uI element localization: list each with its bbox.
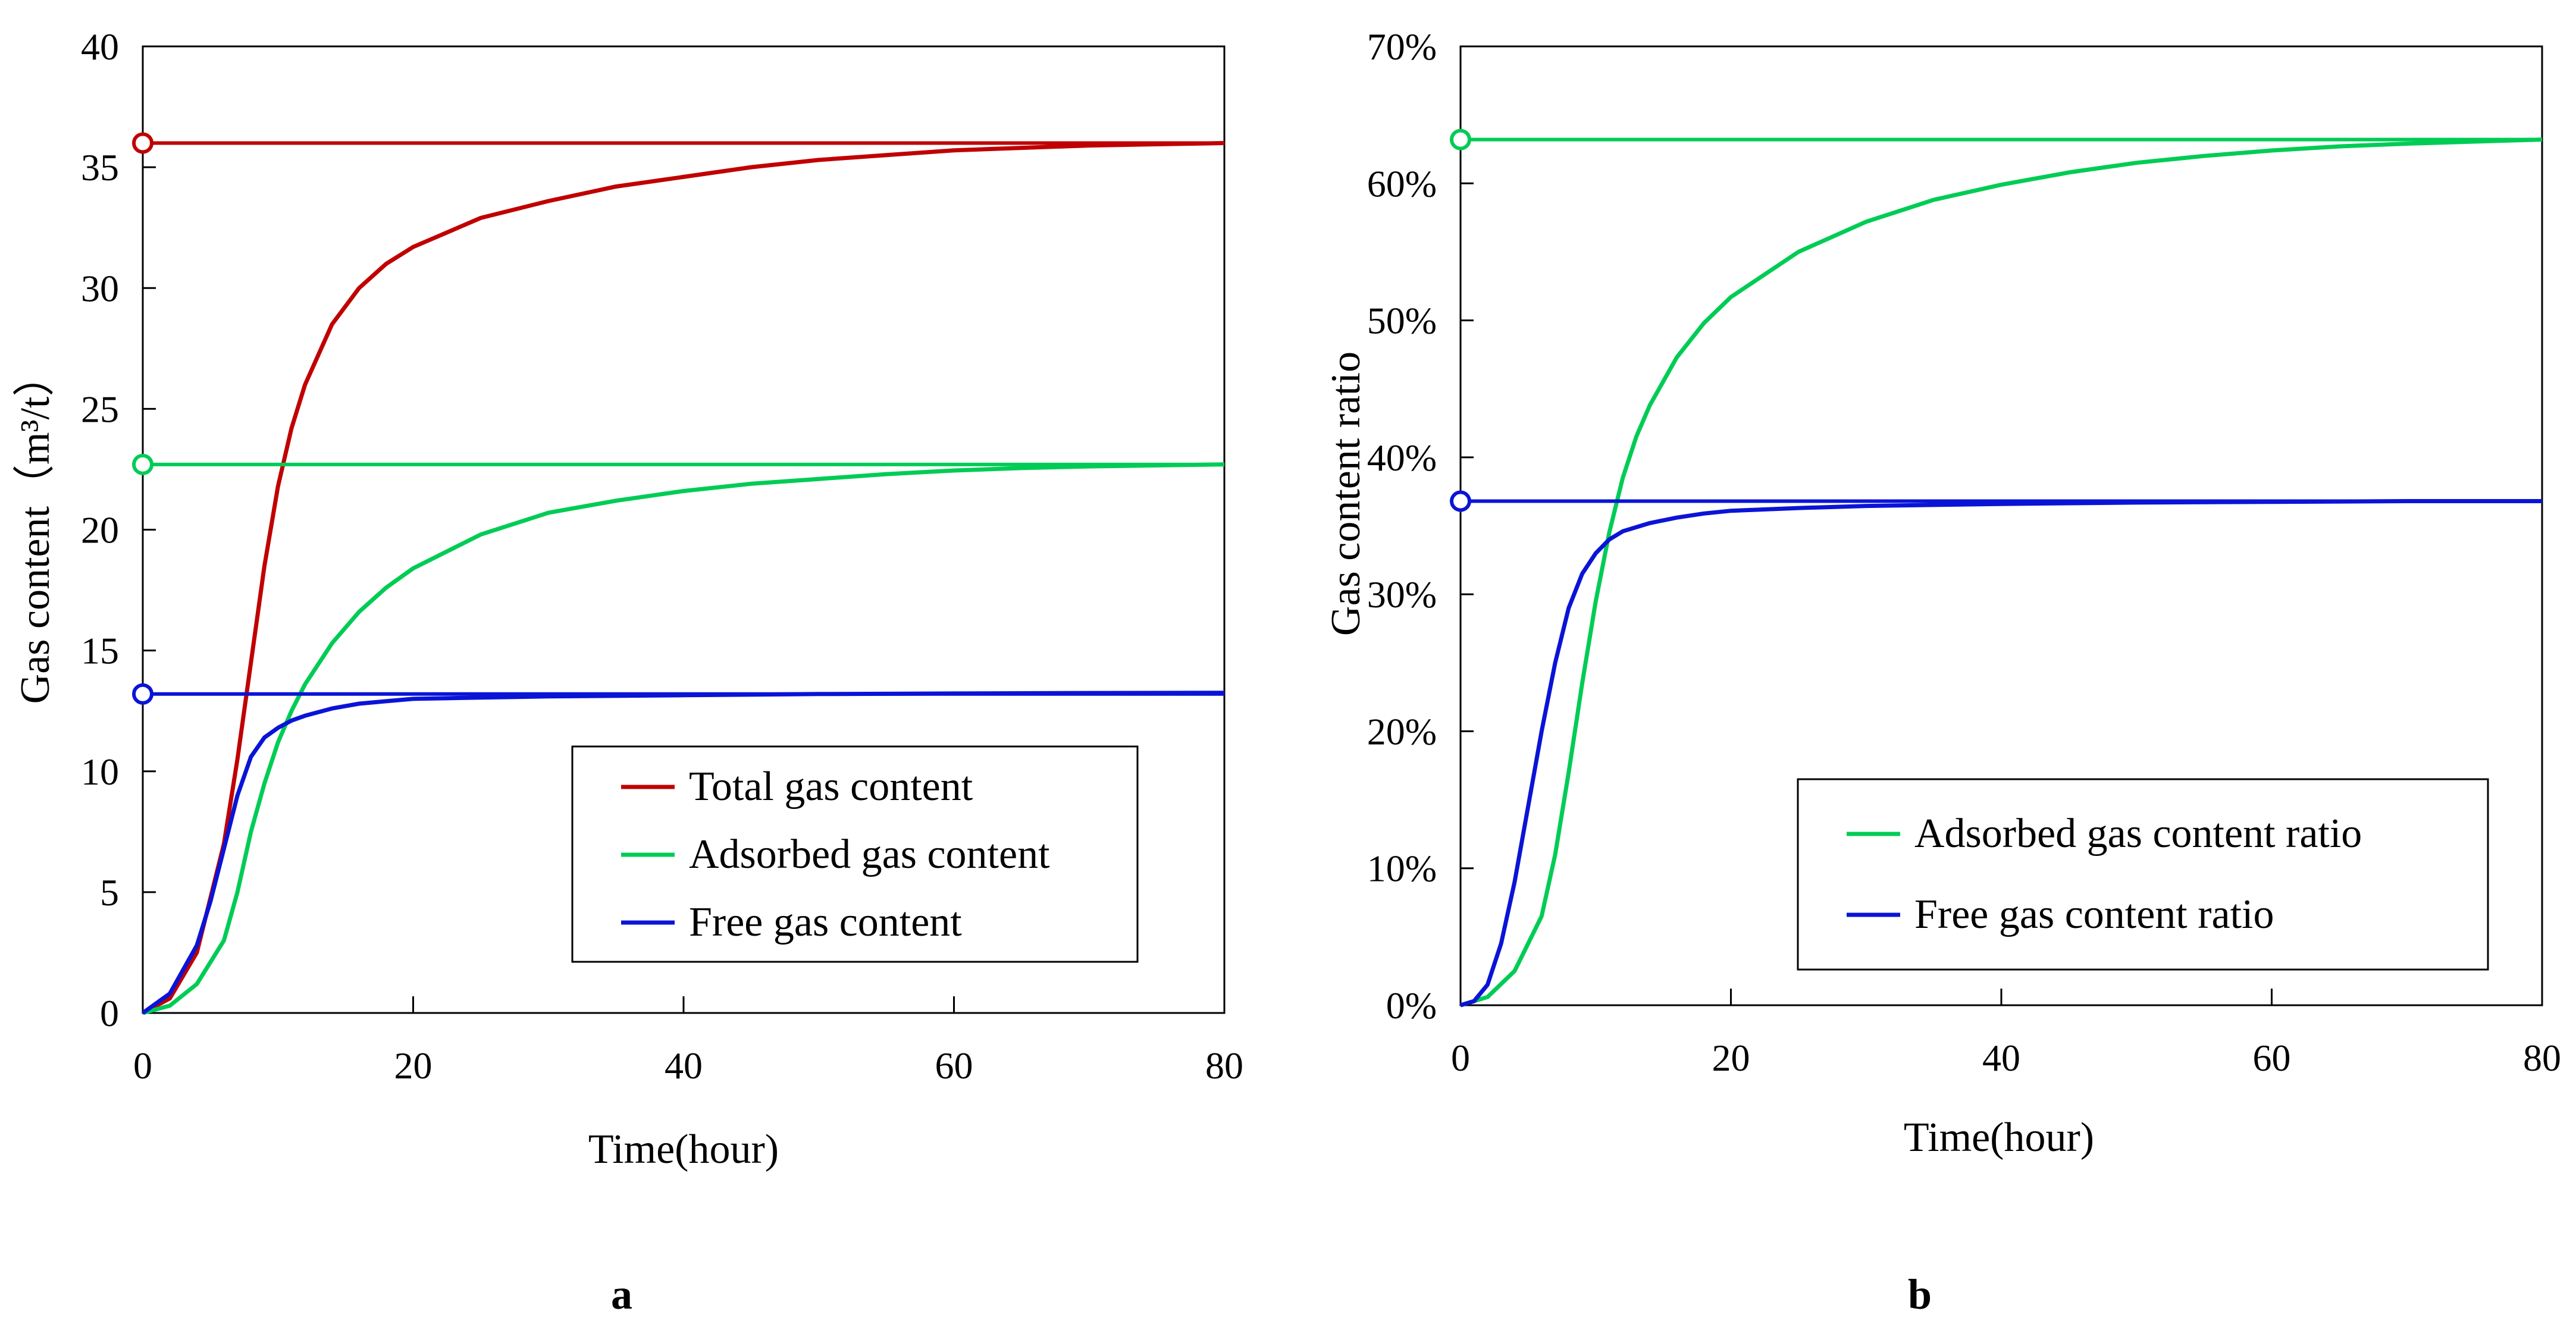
chart-a-y-tick-label: 35 (81, 146, 119, 189)
chart-b-y-tick-label: 50% (1367, 300, 1437, 342)
chart-a-x-tick-label: 80 (1205, 1044, 1243, 1087)
chart-b: 0% 10% 20% 30% 40% 50% 60% 70% 0 20 40 60 80 Adsorbe… (1323, 26, 2561, 1318)
chart-a: 0 5 10 15 20 25 30 35 40 0 20 40 60 80 Total gas cont… (12, 26, 1243, 1318)
chart-a-legend-label: Adsorbed gas content (689, 832, 1050, 877)
chart-a-total-gas-content-marker (132, 132, 153, 154)
chart-a-y-axis-title: Gas content（m³/t） (12, 355, 58, 704)
chart-b-panel-label: b (1908, 1271, 1932, 1318)
chart-b-series (1450, 128, 2543, 1008)
chart-b-free-gas-content-ratio-line (1459, 499, 2542, 1008)
chart-b-x-tick-label: 40 (1982, 1037, 2020, 1079)
chart-b-y-axis-title: Gas content ratio (1323, 352, 1369, 636)
chart-b-y-tick-label: 20% (1367, 710, 1437, 752)
chart-b-x-axis-title: Time(hour) (1904, 1115, 2094, 1160)
chart-a-y-tick-label: 25 (81, 388, 119, 430)
chart-b-free-gas-content-ratio-marker (1450, 490, 1471, 512)
chart-a-x-tick-label: 20 (394, 1044, 433, 1087)
chart-b-legend: Adsorbed gas content ratio Free gas conte… (1797, 778, 2489, 971)
chart-b-y-tick-label: 0% (1386, 984, 1437, 1027)
chart-b-y-tick-label: 60% (1367, 162, 1437, 205)
chart-a-y-tick-label: 40 (81, 26, 119, 68)
chart-a-total-gas-content-line (142, 141, 1225, 1015)
chart-b-legend-label: Adsorbed gas content ratio (1914, 811, 2362, 857)
chart-a-x-tick-label: 0 (133, 1044, 152, 1087)
chart-a-y-tick-label: 10 (81, 751, 119, 793)
chart-a-legend-label: Free gas content (689, 899, 962, 945)
chart-a-free-gas-content-marker (132, 683, 153, 705)
chart-a-x-tick-label: 40 (665, 1044, 703, 1087)
chart-a-series (132, 132, 1225, 1015)
chart-b-adsorbed-gas-content-ratio-marker (1450, 128, 1471, 150)
chart-a-legend: Total gas content Adsorbed gas content Fre… (571, 745, 1139, 963)
chart-b-x-tick-label: 80 (2523, 1037, 2561, 1079)
chart-a-adsorbed-gas-content-line (142, 462, 1225, 1015)
chart-b-adsorbed-gas-content-ratio-line (1459, 137, 2543, 1008)
chart-a-adsorbed-gas-content-marker (132, 453, 153, 475)
chart-a-y-tick-label: 5 (100, 871, 119, 914)
chart-b-legend-box (1797, 778, 2489, 971)
chart-a-x-axis-title: Time(hour) (588, 1127, 779, 1172)
chart-a-y-tick-label: 30 (81, 267, 119, 309)
chart-a-x-tick-label: 60 (935, 1044, 973, 1087)
chart-a-free-gas-content-line (141, 691, 1225, 1015)
chart-b-legend-label: Free gas content ratio (1914, 892, 2274, 937)
chart-b-y-tick-label: 30% (1367, 573, 1437, 616)
chart-a-panel-label: a (611, 1271, 632, 1318)
chart-b-x-tick-label: 20 (1712, 1037, 1750, 1079)
chart-b-x-tick-label: 0 (1451, 1037, 1470, 1079)
chart-b-y-tick-label: 40% (1367, 437, 1437, 479)
chart-a-y-tick-label: 20 (81, 509, 119, 551)
chart-a-axes: 0 5 10 15 20 25 30 35 40 0 20 40 60 80 (81, 26, 1243, 1087)
chart-b-axes: 0% 10% 20% 30% 40% 50% 60% 70% 0 20 40 60 80 (1367, 26, 2561, 1079)
chart-a-legend-label: Total gas content (689, 764, 973, 810)
chart-b-y-tick-label: 70% (1367, 26, 1437, 68)
chart-a-y-tick-label: 15 (81, 630, 119, 672)
chart-b-y-tick-label: 10% (1367, 848, 1437, 890)
chart-a-y-tick-label: 0 (100, 992, 119, 1034)
chart-b-x-tick-label: 60 (2253, 1037, 2291, 1079)
